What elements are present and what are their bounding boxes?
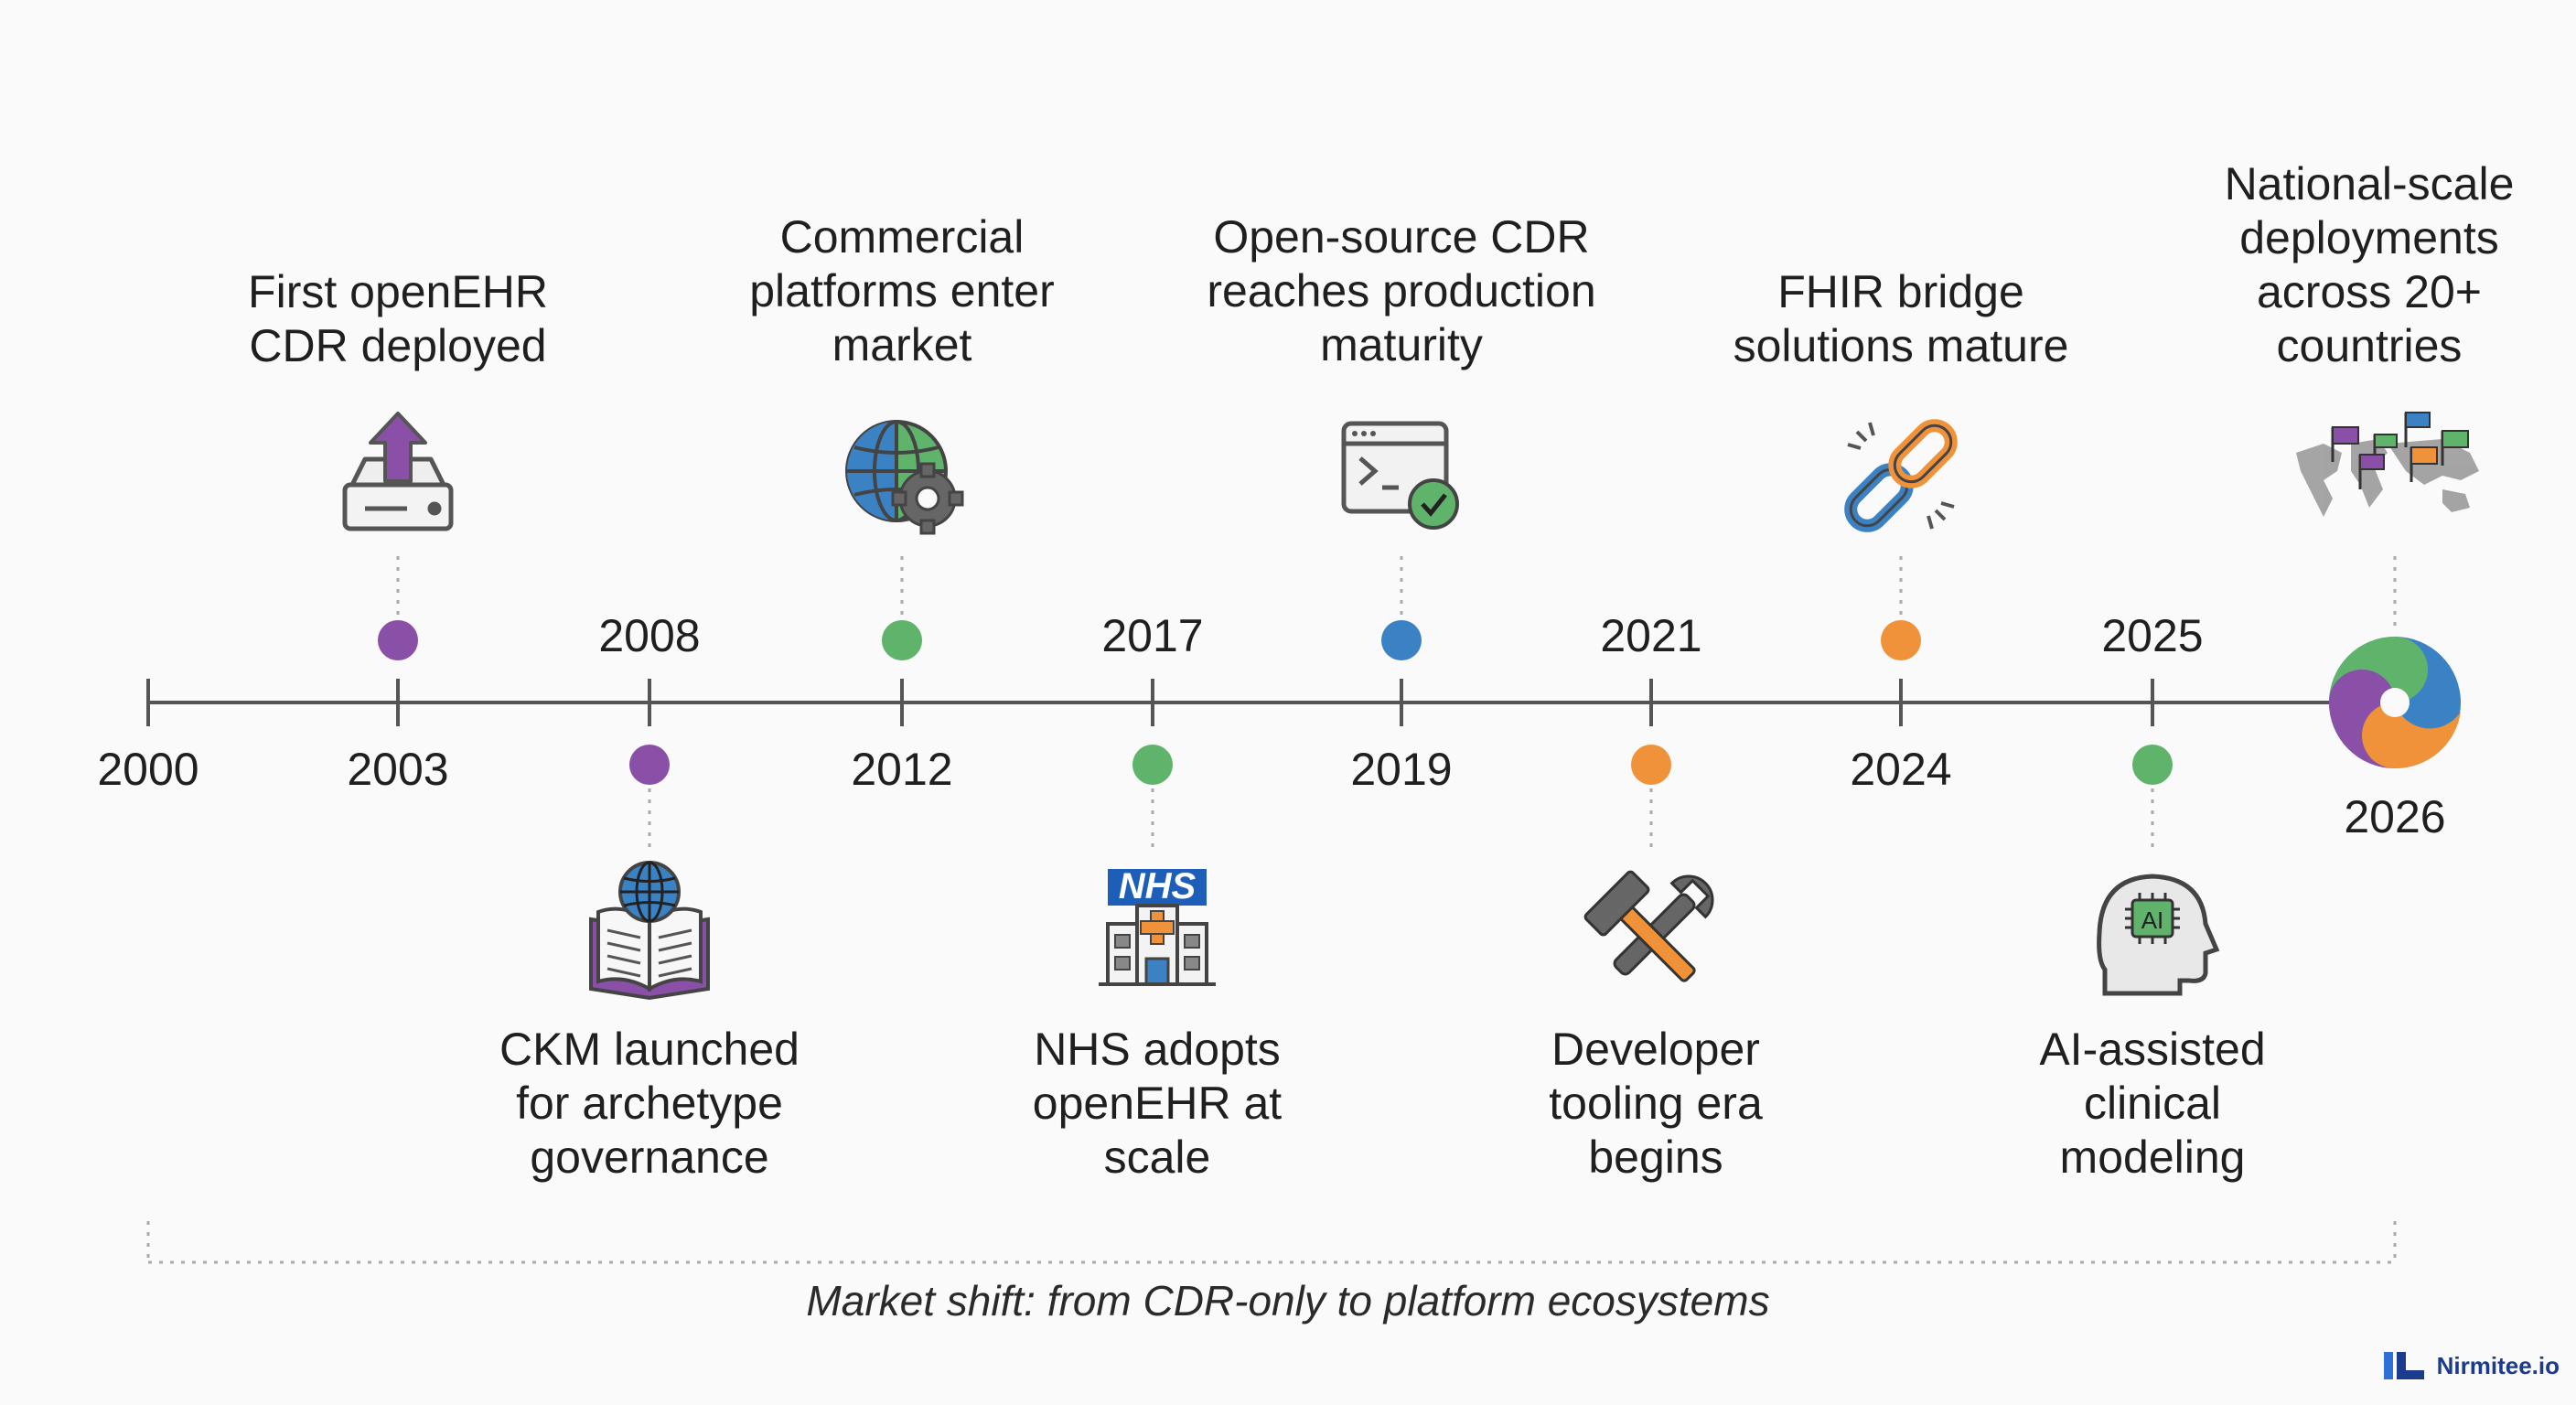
year-2003: 2003 (347, 744, 449, 795)
year-2008: 2008 (598, 610, 701, 661)
swirl-logo-icon (2329, 637, 2461, 769)
event-2025-label: AI-assisted clinical modeling (2039, 1024, 2266, 1183)
terminal-check-icon (1341, 421, 1459, 530)
event-2021-label: Developer tooling era begins (1549, 1024, 1763, 1183)
link-chain-icon (1844, 419, 1958, 532)
connectors (396, 556, 2397, 851)
event-2008-label: CKM launched for archetype governance (499, 1024, 800, 1183)
dot-2021 (1631, 745, 1671, 785)
tools-icon (1583, 870, 1714, 982)
timeline-ticks (146, 679, 2154, 726)
year-2012: 2012 (851, 744, 953, 795)
nhs-logo-text: NHS (1119, 866, 1197, 906)
book-globe-icon (589, 861, 710, 1001)
dot-2008 (629, 745, 670, 785)
dot-2024 (1881, 620, 1921, 660)
dot-2003 (378, 620, 418, 660)
year-2017: 2017 (1101, 610, 1204, 661)
event-dots (378, 620, 2173, 785)
year-2019: 2019 (1350, 744, 1453, 795)
upload-server-icon (342, 412, 454, 531)
event-2017-label: NHS adopts openEHR at scale (1032, 1024, 1283, 1183)
nirmitee-logo-icon (2383, 1352, 2424, 1379)
bottom-bracket (146, 1221, 2397, 1264)
nhs-hospital-icon: NHS (1099, 866, 1216, 986)
dot-2025 (2132, 745, 2173, 785)
year-2000: 2000 (97, 744, 199, 795)
event-2012-label: Commercial platforms enter market (749, 211, 1055, 370)
globe-gear-icon (845, 420, 964, 535)
market-shift-caption: Market shift: from CDR-only to platform … (806, 1277, 1770, 1325)
year-2025: 2025 (2101, 610, 2204, 661)
event-2003-label: First openEHR CDR deployed (248, 266, 548, 371)
year-2021: 2021 (1600, 610, 1702, 661)
dot-2017 (1132, 745, 1173, 785)
ai-chip-text: AI (2141, 906, 2164, 934)
year-2024: 2024 (1850, 744, 1952, 795)
dot-2012 (882, 620, 922, 660)
year-2026: 2026 (2344, 791, 2446, 842)
event-2024-label: FHIR bridge solutions mature (1733, 266, 2069, 371)
ai-head-icon: AI (2097, 874, 2220, 996)
world-map-flags-icon (2296, 412, 2479, 517)
brand-name: Nirmitee.io (2436, 1351, 2560, 1379)
dot-2019 (1381, 620, 1422, 660)
event-2019-label: Open-source CDR reaches production matur… (1207, 211, 1596, 370)
brand-logo: Nirmitee.io (2383, 1350, 2560, 1381)
event-2026-label: National-scale deployments across 20+ co… (2224, 158, 2515, 371)
